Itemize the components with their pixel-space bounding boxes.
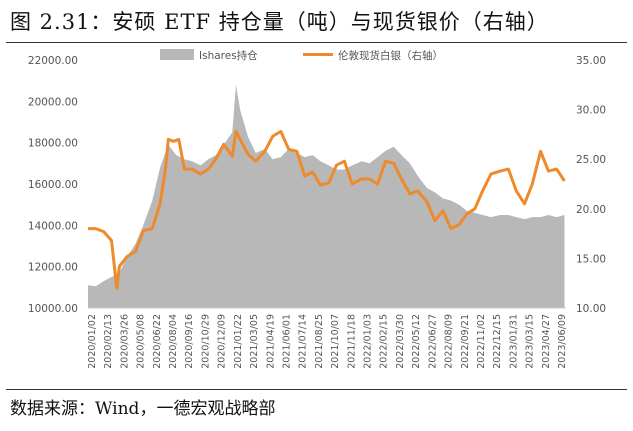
etf-silver-chart: Ishares持仓 伦敦现货白银（右轴） 10000.00 12000.00 1400… [28, 49, 606, 369]
x-tick-label: 2023/01/31 [508, 314, 519, 369]
x-tick-label: 2020/12/09 [217, 314, 228, 369]
x-tick-label: 2022/03/30 [395, 314, 406, 369]
silver-price-line [88, 129, 566, 290]
x-tick-label: 2022/12/15 [492, 314, 503, 369]
x-tick-label: 2020/02/13 [103, 314, 114, 369]
x-tick-label: 2022/01/03 [363, 314, 374, 369]
x-tick-label: 2022/08/09 [444, 314, 455, 369]
x-tick-label: 2021/08/25 [314, 314, 325, 369]
y-left-tick-label: 10000.00 [28, 303, 78, 315]
x-tick-label: 2020/05/08 [136, 314, 147, 369]
x-tick-label: 2020/01/02 [87, 314, 98, 369]
y-left-tick-label: 14000.00 [28, 220, 78, 232]
y-right-tick-label: 25.00 [576, 154, 606, 166]
y-left-tick-label: 16000.00 [28, 179, 78, 191]
source-rule [6, 389, 627, 390]
x-tick-label: 2022/09/21 [460, 314, 471, 369]
chart-legend: Ishares持仓 伦敦现货白银（右轴） [160, 49, 443, 62]
x-tick-label: 2023/04/27 [541, 314, 552, 369]
y-right-tick-label: 20.00 [576, 204, 606, 216]
x-tick-label: 2023/03/15 [525, 314, 536, 369]
y-right-tick-label: 35.00 [576, 55, 606, 67]
y-axis-right: 10.00 15.00 20.00 25.00 30.00 35.00 [576, 55, 606, 315]
x-tick-label: 2021/06/01 [282, 314, 293, 369]
legend-swatch-holdings [160, 49, 194, 60]
y-right-tick-label: 15.00 [576, 253, 606, 265]
figure-source: 数据来源：Wind，一德宏观战略部 [10, 399, 276, 419]
legend-label-holdings: Ishares持仓 [199, 49, 258, 62]
y-axis-left: 10000.00 12000.00 14000.00 16000.00 18000.00… [28, 55, 78, 315]
plot-area [88, 84, 566, 308]
legend-label-price: 伦敦现货白银（右轴） [338, 49, 443, 62]
x-tick-label: 2023/06/09 [557, 314, 568, 369]
x-tick-label: 2020/09/16 [184, 314, 195, 369]
holdings-area [88, 84, 565, 308]
y-left-tick-label: 22000.00 [28, 55, 78, 67]
x-tick-label: 2022/11/02 [476, 314, 487, 369]
y-right-tick-label: 10.00 [576, 303, 606, 315]
title-rule [6, 42, 627, 43]
figure-title: 图 2.31：安硕 ETF 持仓量（吨）与现货银价（右轴） [10, 10, 549, 34]
x-tick-label: 2020/10/29 [200, 314, 211, 369]
x-tick-label: 2020/03/26 [119, 314, 130, 369]
y-left-tick-label: 20000.00 [28, 96, 78, 108]
x-tick-label: 2021/03/05 [249, 314, 260, 369]
x-tick-label: 2022/02/15 [379, 314, 390, 369]
y-left-tick-label: 12000.00 [28, 262, 78, 274]
y-left-tick-label: 18000.00 [28, 138, 78, 150]
x-tick-label: 2021/07/14 [298, 314, 309, 369]
y-right-tick-label: 30.00 [576, 105, 606, 117]
x-tick-label: 2021/10/07 [330, 314, 341, 369]
x-tick-label: 2022/06/27 [427, 314, 438, 369]
x-tick-label: 2020/06/22 [152, 314, 163, 369]
x-tick-label: 2021/04/19 [265, 314, 276, 369]
x-tick-label: 2020/08/04 [168, 314, 179, 369]
x-tick-label: 2021/11/18 [346, 314, 357, 369]
x-axis: 2020/01/02 2020/02/13 2020/03/26 2020/05/08… [87, 307, 568, 369]
x-tick-label: 2022/05/12 [411, 314, 422, 369]
x-tick-label: 2021/01/22 [233, 314, 244, 369]
